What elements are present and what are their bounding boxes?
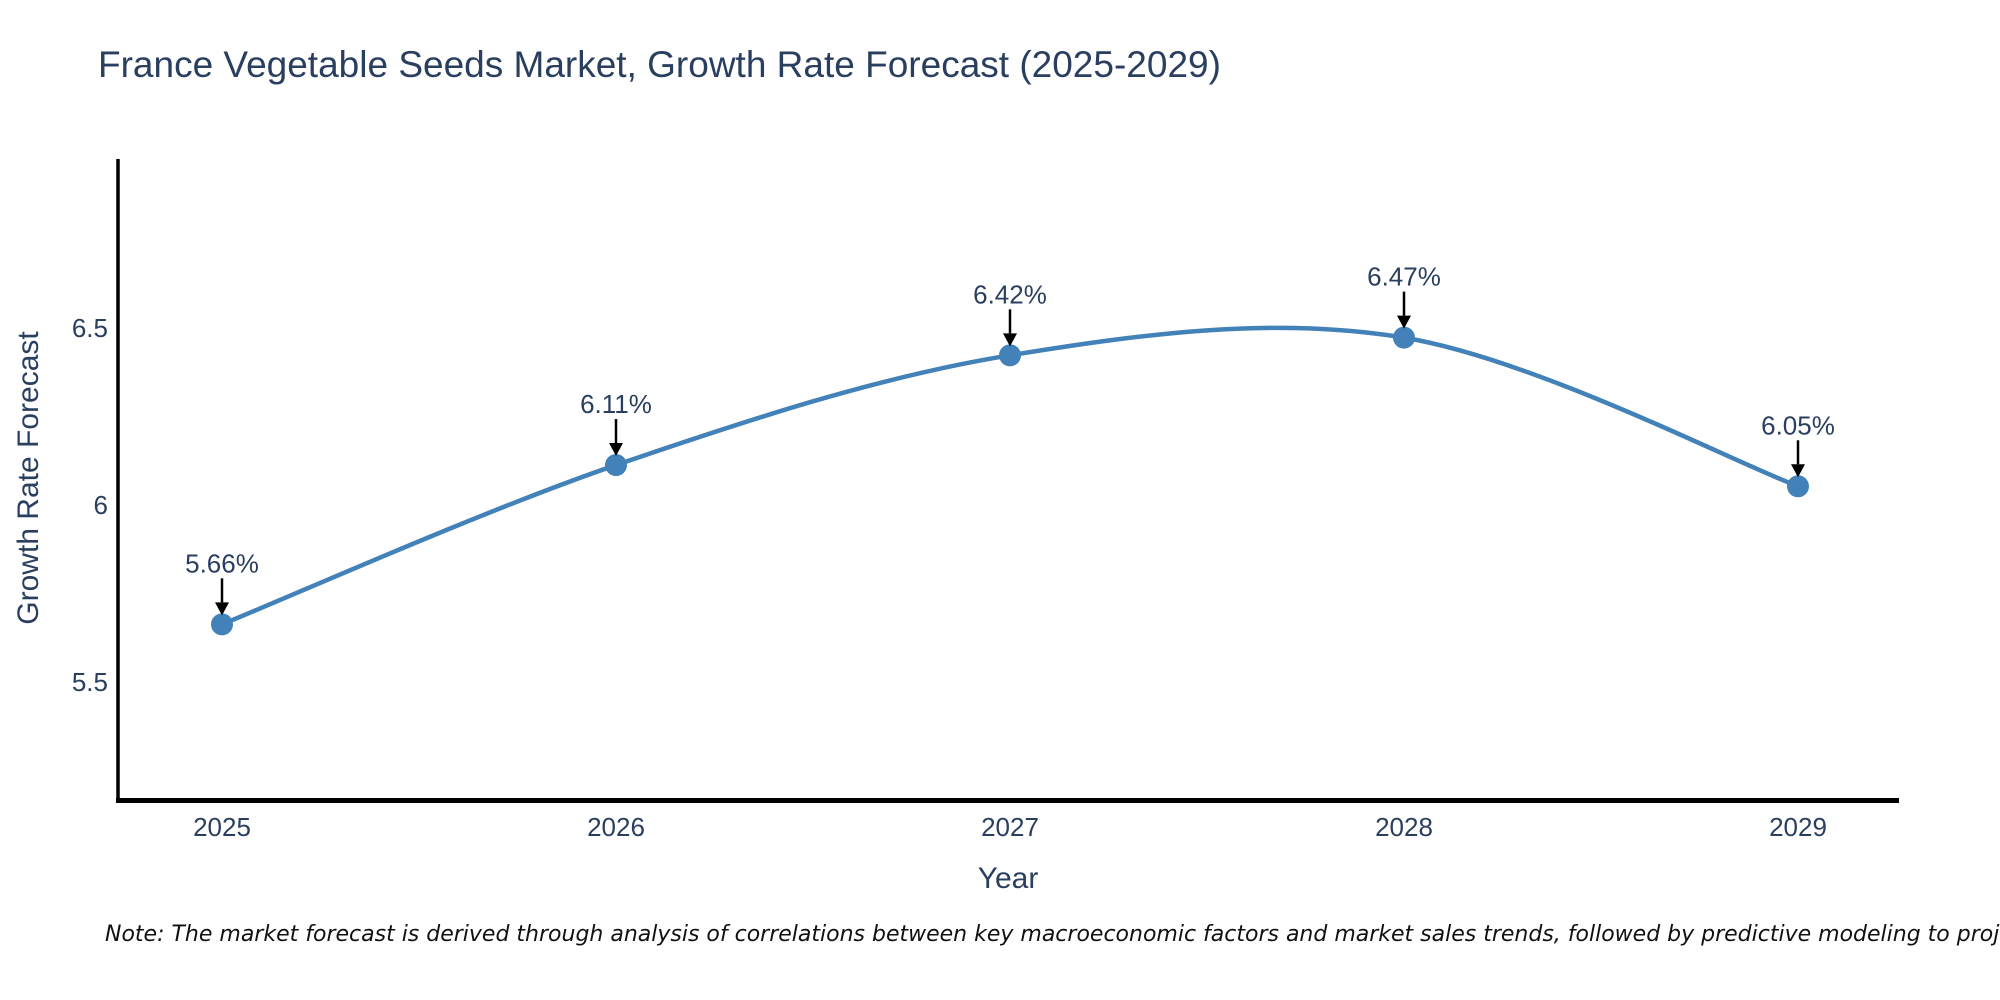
annotation-label: 5.66% [185,548,259,578]
x-tick-label: 2025 [193,812,251,842]
annotation-arrow-head [1003,333,1017,347]
footnote-text: Note: The market forecast is derived thr… [105,922,2000,947]
annotation-label: 6.47% [1367,262,1441,292]
chart-title: France Vegetable Seeds Market, Growth Ra… [98,44,1221,85]
annotation-layer: 5.66% 6.11% 6.42% 6.47% 6.05% [185,262,1835,616]
annotation-arrow-head [1791,464,1805,478]
y-tick-layer: 5.5 6 6.5 [72,313,108,697]
y-tick-label: 6 [94,490,108,520]
x-tick-label: 2027 [981,812,1039,842]
x-tick-layer: 2025 2026 2027 2028 2029 [193,812,1827,842]
data-point-marker [1787,475,1809,498]
annotation-arrow-head [1397,315,1411,329]
y-axis-title: Growth Rate Forecast [12,331,45,625]
data-point-marker [999,344,1021,367]
data-point-marker [605,454,627,477]
x-tick-label: 2026 [587,812,645,842]
y-tick-label: 5.5 [72,667,108,697]
series-line-layer [219,325,1801,627]
annotation-arrow-head [609,443,623,457]
series-marker-layer [211,326,1809,636]
x-axis-title: Year [978,862,1039,895]
data-point-marker [1393,326,1415,349]
data-point-marker [211,613,233,636]
annotation-arrow-head [215,602,229,616]
x-tick-label: 2028 [1375,812,1433,842]
trend-line [219,325,1801,627]
annotation-label: 6.11% [580,389,652,419]
x-tick-label: 2029 [1769,812,1827,842]
y-tick-label: 6.5 [72,313,108,343]
annotation-label: 6.42% [973,279,1047,309]
annotation-label: 6.05% [1761,410,1835,440]
